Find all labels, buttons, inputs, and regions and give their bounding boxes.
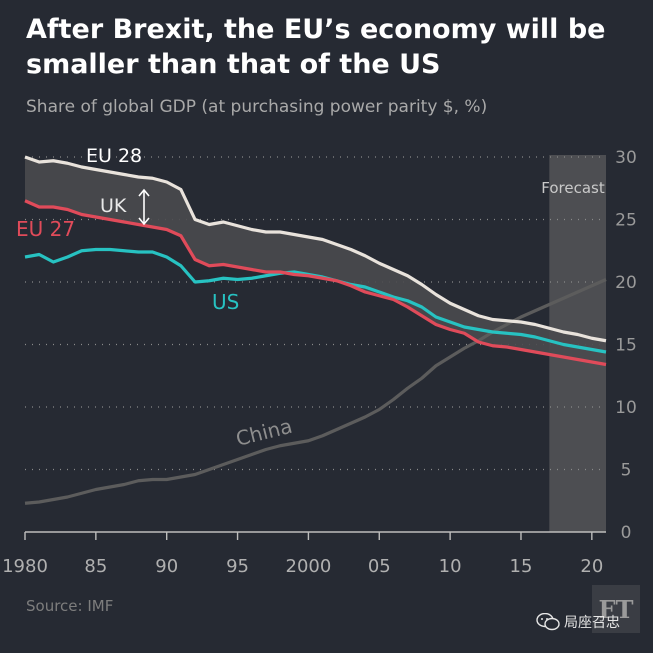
x-tick-label: 95: [226, 556, 249, 577]
x-tick-label: 10: [439, 556, 462, 577]
series-line-eu-27: [24, 199, 607, 367]
x-tick-label: 05: [368, 556, 391, 577]
x-tick-label: 20: [580, 556, 603, 577]
wechat-watermark: 局座召忠: [536, 612, 620, 632]
forecast-label: Forecast: [541, 179, 605, 197]
y-tick-label: 0: [621, 523, 632, 543]
wechat-icon: [536, 613, 560, 631]
x-tick-label: 85: [84, 556, 107, 577]
chart-title: After Brexit, the EU’s economy will be s…: [26, 14, 606, 80]
series-label-us: US: [212, 290, 239, 314]
uk-arrow-head-bottom: [138, 217, 150, 226]
ft-logo: FT: [592, 585, 640, 633]
x-tick-label: 15: [510, 556, 533, 577]
y-tick-label: 30: [615, 148, 637, 168]
uk-gap-area: [25, 157, 606, 365]
series-label-eu28: EU 28: [86, 145, 142, 167]
series-line-china: [24, 278, 607, 505]
y-tick-label: 10: [615, 398, 637, 418]
chart-subtitle: Share of global GDP (at purchasing power…: [26, 97, 488, 117]
series-line-eu-28: [24, 155, 607, 343]
x-tick-label: 90: [155, 556, 178, 577]
uk-annotation-label: UK: [100, 195, 127, 217]
x-tick-label: 1980: [2, 556, 48, 577]
series-label-eu27: EU 27: [16, 217, 75, 241]
y-tick-label: 5: [621, 461, 632, 481]
y-tick-label: 25: [615, 211, 637, 231]
watermark-text: 局座召忠: [564, 615, 620, 631]
y-tick-label: 15: [615, 336, 637, 356]
uk-arrow-head-top: [138, 188, 150, 197]
x-tick-label: 2000: [286, 556, 332, 577]
y-tick-label: 20: [615, 273, 637, 293]
source-note: Source: IMF: [26, 597, 114, 615]
